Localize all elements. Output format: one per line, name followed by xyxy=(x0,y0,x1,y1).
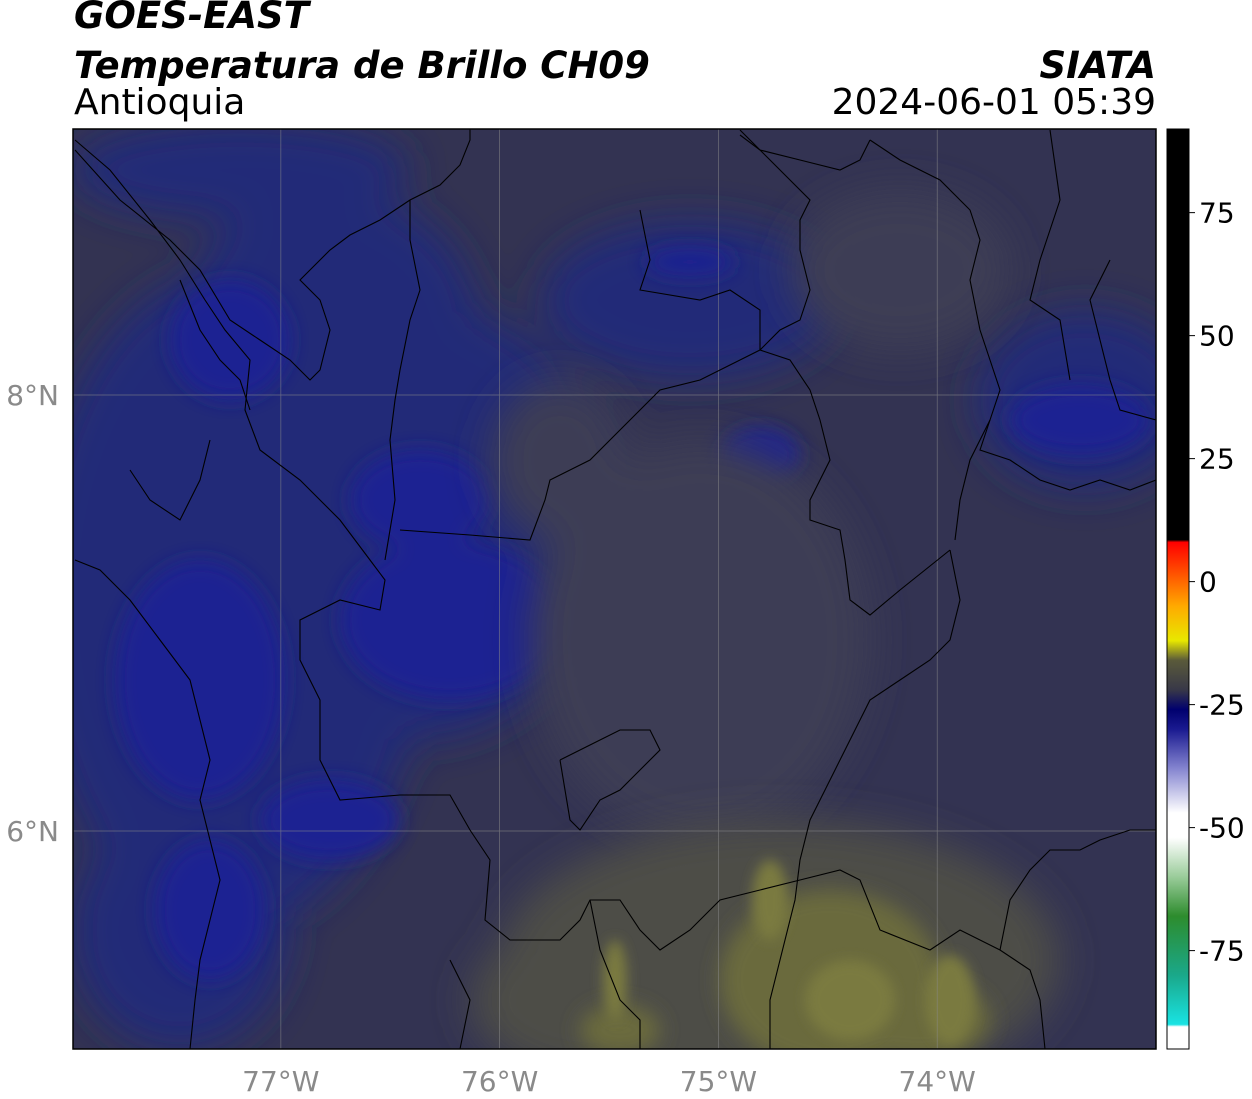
river-boundary xyxy=(769,549,961,1049)
colorbar-tick-label: 75 xyxy=(1199,197,1235,230)
far-east-south xyxy=(1029,129,1071,381)
south-west-boundary xyxy=(449,959,471,1049)
colorbar-tick-label: 50 xyxy=(1199,320,1235,353)
longitude-tick-label: 76°W xyxy=(461,1065,538,1098)
colorbar-tick-label: -25 xyxy=(1199,689,1245,722)
latitude-labels: 8°N 6°N xyxy=(6,379,59,848)
colorbar-tick-label: -50 xyxy=(1199,812,1245,845)
colorbar-tick-label: 25 xyxy=(1199,443,1235,476)
northern-boundary xyxy=(384,129,471,561)
north-east-boundary xyxy=(639,209,761,350)
graticule xyxy=(73,129,1156,1049)
region-subtitle: Antioquia xyxy=(74,82,246,123)
eastern-boundary xyxy=(739,134,811,351)
colorbar: 75 50 25 0 -25 -50 -75 xyxy=(1166,128,1245,1050)
colorbar-tick-label: 0 xyxy=(1199,566,1217,599)
satellite-title: GOES-EAST xyxy=(74,0,309,37)
mid-level-area xyxy=(490,190,1010,840)
south-east-boundary xyxy=(999,829,1156,951)
far-north-east xyxy=(739,129,871,171)
gulf-coast xyxy=(179,279,251,411)
longitude-labels: 77°W 76°W 75°W 74°W xyxy=(242,1065,976,1098)
south-central xyxy=(589,899,641,1049)
colorbar-tick-label: -75 xyxy=(1199,935,1245,968)
colorbar-bar xyxy=(1166,128,1190,1050)
pocket xyxy=(559,729,661,831)
east-strip xyxy=(1089,259,1156,421)
longitude-tick-label: 77°W xyxy=(242,1065,319,1098)
western-edge xyxy=(74,559,221,1049)
western-boundary xyxy=(74,139,1046,1049)
coldest-cloud-tops xyxy=(115,248,1150,980)
east-river xyxy=(954,419,991,541)
west-link xyxy=(129,439,211,521)
product-title: Temperatura de Brillo CH09 xyxy=(74,44,650,87)
longitude-tick-label: 75°W xyxy=(680,1065,757,1098)
organization-label: SIATA xyxy=(1039,44,1156,87)
latitude-tick-label: 8°N xyxy=(6,379,59,412)
far-east-boundary xyxy=(869,139,1156,491)
latitude-tick-label: 6°N xyxy=(6,815,59,848)
plot-frame xyxy=(72,128,1157,1050)
coastline xyxy=(74,149,411,381)
datetime-label: 2024-06-01 05:39 xyxy=(831,82,1156,123)
administrative-boundaries xyxy=(74,129,1156,1049)
temperature-field xyxy=(73,129,1156,1049)
colorbar-ticks: 75 50 25 0 -25 -50 -75 xyxy=(1189,197,1245,968)
longitude-tick-label: 74°W xyxy=(899,1065,976,1098)
